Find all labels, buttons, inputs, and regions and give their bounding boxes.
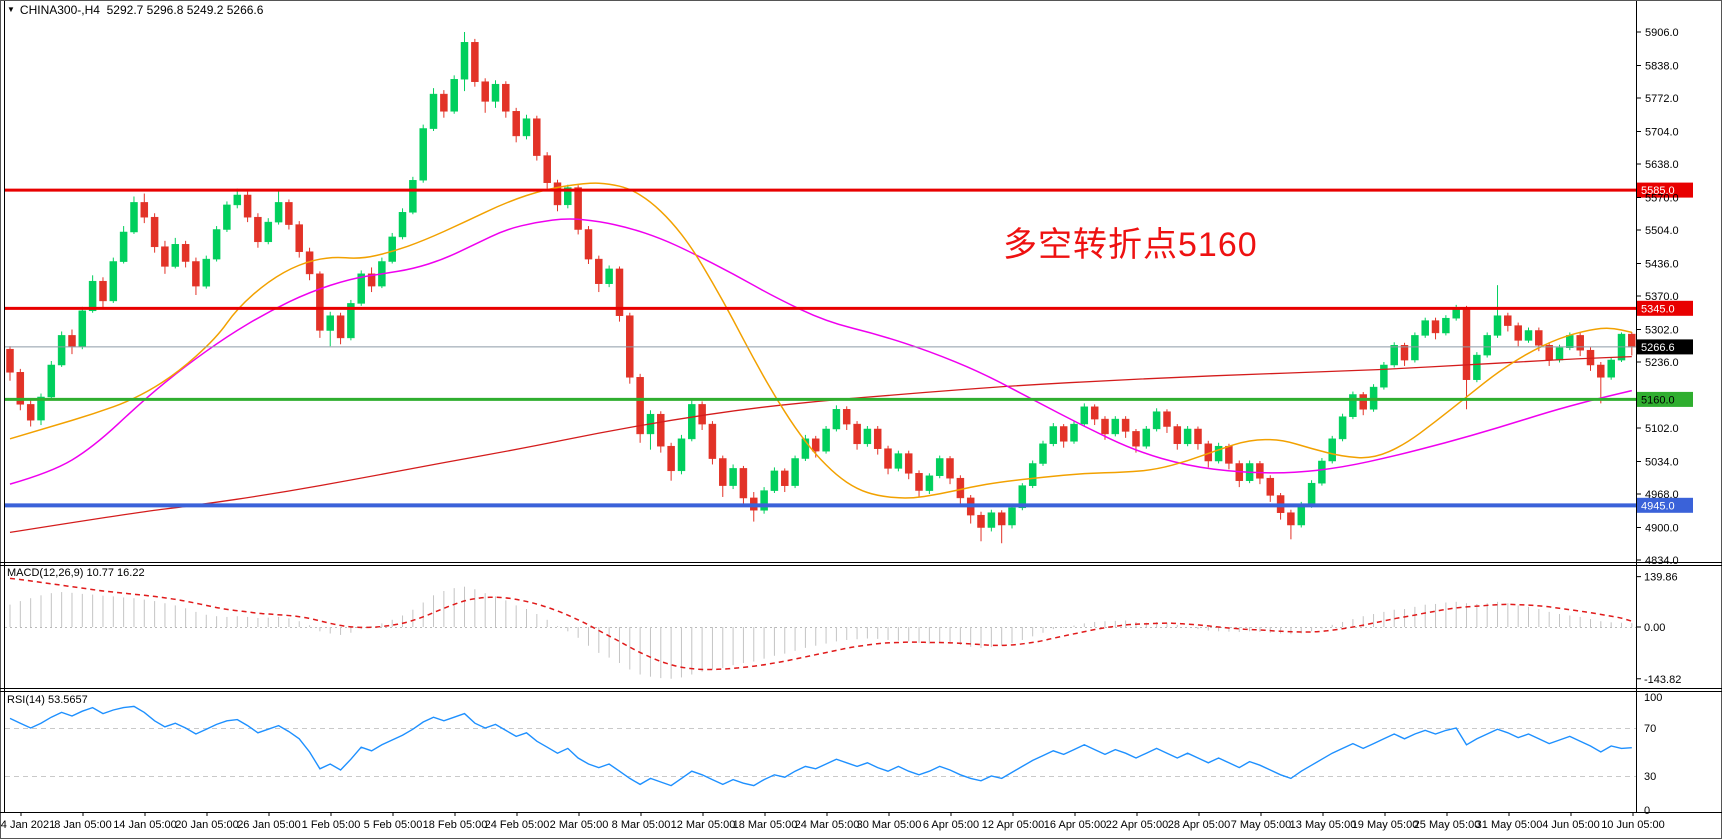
svg-text:6 Apr 05:00: 6 Apr 05:00 xyxy=(923,819,979,831)
price-axis-group[interactable]: 5585.0 5345.0 5160.0 4945.0 5266.6 5906.0 5838… xyxy=(1637,27,1693,567)
svg-text:5345.0: 5345.0 xyxy=(1641,303,1675,315)
svg-text:5570.0: 5570.0 xyxy=(1645,192,1679,204)
ma-fast xyxy=(9,182,1632,499)
svg-text:0.00: 0.00 xyxy=(1644,622,1665,634)
svg-text:5585.0: 5585.0 xyxy=(1641,185,1675,197)
svg-text:25 May 05:00: 25 May 05:00 xyxy=(1414,819,1481,831)
svg-text:5034.0: 5034.0 xyxy=(1645,456,1679,468)
svg-text:5772.0: 5772.0 xyxy=(1645,93,1679,105)
svg-text:5102.0: 5102.0 xyxy=(1645,423,1679,435)
svg-text:7 May 05:00: 7 May 05:00 xyxy=(1231,819,1292,831)
svg-text:14 Jan 05:00: 14 Jan 05:00 xyxy=(113,819,177,831)
svg-text:5504.0: 5504.0 xyxy=(1645,225,1679,237)
svg-text:12 Apr 05:00: 12 Apr 05:00 xyxy=(982,819,1044,831)
svg-text:8 Mar 05:00: 8 Mar 05:00 xyxy=(612,819,671,831)
symbol-name: CHINA300-,H4 xyxy=(19,3,100,17)
svg-text:10 Jun 05:00: 10 Jun 05:00 xyxy=(1601,819,1665,831)
support-4945-label xyxy=(1637,497,1693,513)
resistance-5585-label xyxy=(1637,182,1693,198)
svg-text:19 May 05:00: 19 May 05:00 xyxy=(1352,819,1419,831)
svg-text:100: 100 xyxy=(1644,692,1662,704)
svg-text:4 Jun 05:00: 4 Jun 05:00 xyxy=(1542,819,1600,831)
chart-title: ▼ CHINA300-,H4 5292.7 5296.8 5249.2 5266.… xyxy=(7,3,263,17)
svg-text:4900.0: 4900.0 xyxy=(1645,522,1679,534)
svg-text:5838.0: 5838.0 xyxy=(1645,60,1679,72)
support-5160-label xyxy=(1637,391,1693,407)
svg-text:8 Jan 05:00: 8 Jan 05:00 xyxy=(54,819,112,831)
svg-text:24 Feb 05:00: 24 Feb 05:00 xyxy=(485,819,550,831)
svg-text:0: 0 xyxy=(1644,805,1650,817)
svg-text:26 Jan 05:00: 26 Jan 05:00 xyxy=(237,819,301,831)
svg-text:22 Apr 05:00: 22 Apr 05:00 xyxy=(1106,819,1168,831)
svg-text:-143.82: -143.82 xyxy=(1644,674,1681,686)
svg-text:5704.0: 5704.0 xyxy=(1645,126,1679,138)
annotation-text: 多空转折点5160 xyxy=(1003,226,1258,264)
svg-text:31 May 05:00: 31 May 05:00 xyxy=(1476,819,1543,831)
svg-text:5 Feb 05:00: 5 Feb 05:00 xyxy=(364,819,423,831)
ohlc-values: 5292.7 5296.8 5249.2 5266.6 xyxy=(106,3,264,17)
svg-text:18 Mar 05:00: 18 Mar 05:00 xyxy=(733,819,798,831)
rsi-indicator-label: RSI(14) 53.5657 xyxy=(7,694,88,706)
horizontal-lines-group[interactable] xyxy=(5,188,1636,508)
svg-text:4834.0: 4834.0 xyxy=(1645,555,1679,567)
svg-text:4945.0: 4945.0 xyxy=(1641,500,1675,512)
svg-text:16 Apr 05:00: 16 Apr 05:00 xyxy=(1044,819,1106,831)
svg-text:5370.0: 5370.0 xyxy=(1645,291,1679,303)
macd-panel-group[interactable]: 139.86 0.00 -143.82 xyxy=(5,572,1681,686)
svg-text:12 Mar 05:00: 12 Mar 05:00 xyxy=(671,819,736,831)
candles-group[interactable] xyxy=(6,32,1636,544)
svg-text:30: 30 xyxy=(1644,771,1656,783)
macd-signal-line xyxy=(9,577,1633,671)
svg-text:20 Jan 05:00: 20 Jan 05:00 xyxy=(175,819,239,831)
moving-averages-group xyxy=(9,182,1632,534)
svg-text:4 Jan 2021: 4 Jan 2021 xyxy=(1,819,55,831)
svg-text:30 Mar 05:00: 30 Mar 05:00 xyxy=(857,819,922,831)
ma-mid xyxy=(9,218,1632,485)
svg-text:4968.0: 4968.0 xyxy=(1645,489,1679,501)
macd-indicator-label: MACD(12,26,9) 10.77 16.22 xyxy=(7,567,145,579)
rsi-panel-group[interactable]: 100 70 30 0 xyxy=(5,692,1662,817)
svg-text:5160.0: 5160.0 xyxy=(1641,394,1675,406)
rsi-line xyxy=(9,705,1632,787)
svg-text:70: 70 xyxy=(1644,723,1656,735)
svg-text:28 Apr 05:00: 28 Apr 05:00 xyxy=(1168,819,1230,831)
svg-text:5906.0: 5906.0 xyxy=(1645,27,1679,39)
resistance-5345-label xyxy=(1637,300,1693,316)
svg-text:24 Mar 05:00: 24 Mar 05:00 xyxy=(795,819,860,831)
svg-text:5436.0: 5436.0 xyxy=(1645,258,1679,270)
chevron-down-icon[interactable]: ▼ xyxy=(7,5,15,14)
svg-text:13 May 05:00: 13 May 05:00 xyxy=(1290,819,1357,831)
svg-text:5638.0: 5638.0 xyxy=(1645,159,1679,171)
svg-text:139.86: 139.86 xyxy=(1644,572,1678,584)
svg-text:2 Mar 05:00: 2 Mar 05:00 xyxy=(550,819,609,831)
svg-text:18 Feb 05:00: 18 Feb 05:00 xyxy=(423,819,488,831)
svg-text:5236.0: 5236.0 xyxy=(1645,357,1679,369)
svg-text:1 Feb 05:00: 1 Feb 05:00 xyxy=(302,819,361,831)
svg-text:5266.6: 5266.6 xyxy=(1641,342,1675,354)
svg-text:5302.0: 5302.0 xyxy=(1645,324,1679,336)
current-price-label xyxy=(1637,339,1693,355)
